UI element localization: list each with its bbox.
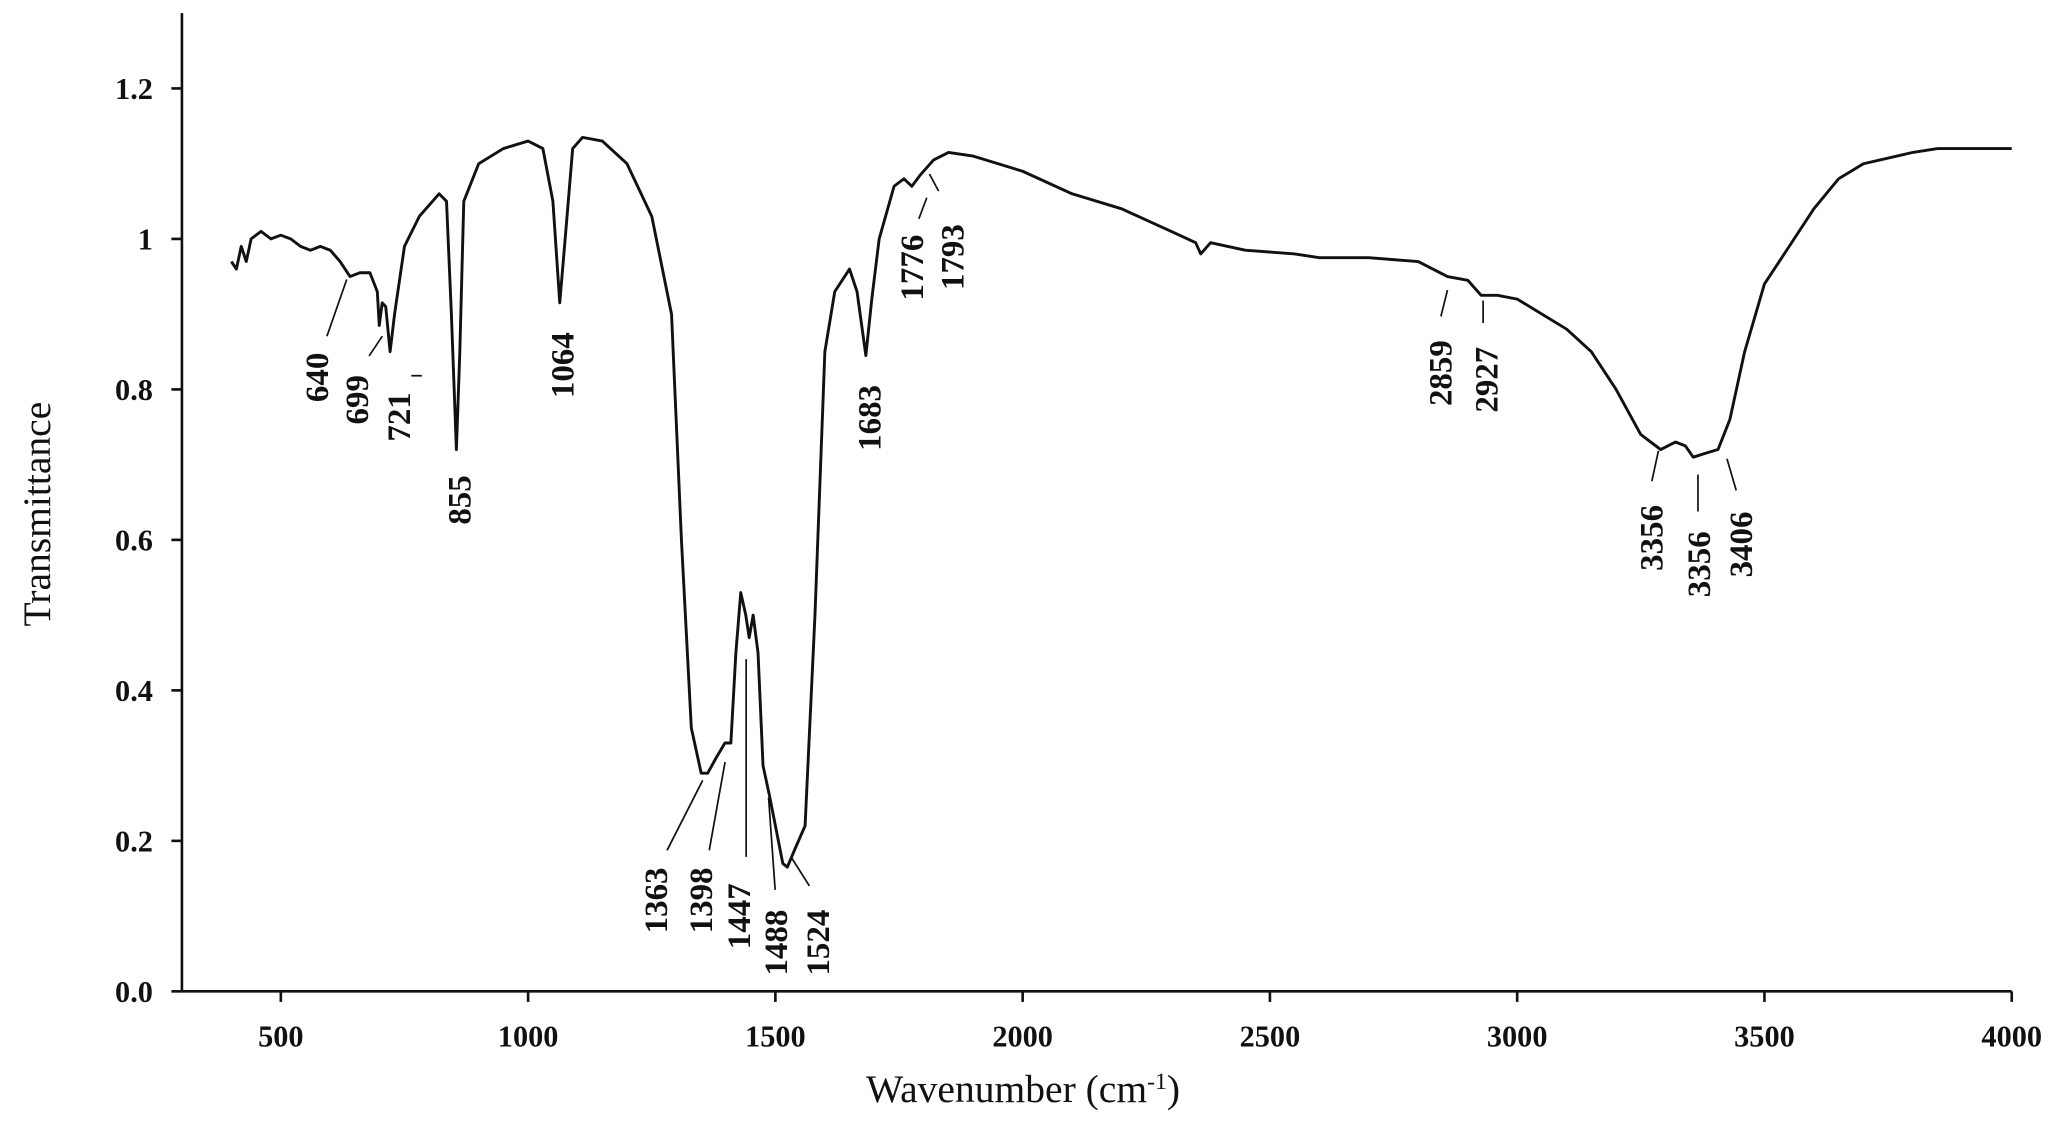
plot: Wavenumber (cm-1) Transmittance 0.0 0.2 0.… — [15, 13, 2042, 1111]
x-tick-label: 500 — [258, 1020, 303, 1054]
peak-label: 3356 — [1634, 505, 1670, 571]
x-tick-label: 4000 — [1981, 1020, 2042, 1054]
peak-label: 1064 — [545, 332, 581, 398]
x-tick-label: 2500 — [1240, 1020, 1301, 1054]
peak-label: 1793 — [936, 224, 972, 290]
y-tick-label: 1.2 — [115, 72, 153, 106]
y-axis-title: Transmittance — [15, 402, 59, 627]
x-tick-label: 3000 — [1487, 1020, 1548, 1054]
peak-label: 3406 — [1724, 512, 1760, 578]
leader-line — [708, 761, 726, 851]
leader-line — [368, 335, 384, 357]
x-tick-label: 2000 — [992, 1020, 1053, 1054]
leader-line — [1650, 450, 1660, 482]
x-axis-title-sup: -1 — [1147, 1069, 1167, 1095]
y-tick-label: 0.4 — [115, 674, 153, 708]
x-tick-label: 3500 — [1734, 1020, 1795, 1054]
peak-label: 1776 — [895, 235, 931, 301]
y-tick-label: 0.8 — [115, 373, 153, 407]
leader-line — [666, 780, 704, 851]
x-tick-label: 1500 — [745, 1020, 806, 1054]
y-tick-label: 1 — [138, 222, 153, 256]
leader-line — [1726, 458, 1738, 491]
peak-label: 1524 — [801, 910, 837, 976]
peak-label: 721 — [382, 392, 418, 441]
peak-label: 3356 — [1682, 531, 1718, 597]
peak-label: 1363 — [639, 867, 675, 933]
x-axis-title: Wavenumber (cm-1) — [866, 1067, 1180, 1111]
x-axis-title-end: ) — [1167, 1067, 1180, 1111]
spectrum-line — [230, 135, 2012, 869]
y-tick-label: 0.2 — [115, 824, 153, 858]
peak-label: 1398 — [684, 867, 720, 933]
peak-label: 1683 — [853, 385, 889, 451]
leader-line — [326, 279, 348, 337]
y-tick-label: 0.0 — [115, 975, 153, 1009]
peak-label: 1488 — [759, 910, 795, 976]
peak-label: 699 — [340, 375, 376, 424]
leader-line — [918, 197, 928, 220]
leader-line — [767, 797, 777, 890]
peak-label: 2859 — [1423, 340, 1459, 406]
peak-label: 1447 — [722, 883, 758, 949]
peak-label: 2927 — [1470, 347, 1506, 413]
x-tick-label: 1000 — [498, 1020, 559, 1054]
leader-line — [790, 856, 811, 887]
leader-line — [928, 173, 940, 192]
peak-label: 855 — [443, 475, 479, 524]
x-axis-title-main: Wavenumber (cm — [866, 1067, 1147, 1111]
leader-line — [1440, 289, 1449, 317]
y-tick-label: 0.6 — [115, 523, 153, 557]
peak-label: 640 — [300, 353, 336, 402]
